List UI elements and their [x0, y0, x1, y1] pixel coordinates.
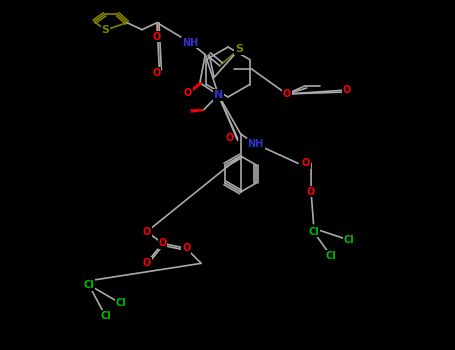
Text: Cl: Cl	[325, 251, 336, 261]
Text: O: O	[158, 238, 167, 248]
Text: O: O	[153, 32, 161, 42]
Text: NH: NH	[248, 139, 264, 149]
Text: Cl: Cl	[308, 227, 319, 237]
Text: Cl: Cl	[344, 235, 354, 245]
Text: N: N	[214, 90, 223, 100]
Text: O: O	[343, 85, 351, 95]
Text: Cl: Cl	[100, 311, 111, 321]
Text: O: O	[307, 187, 315, 197]
Text: O: O	[143, 258, 151, 268]
Text: Cl: Cl	[116, 298, 126, 308]
Text: S: S	[235, 44, 243, 54]
Text: NH: NH	[182, 38, 198, 48]
Text: Cl: Cl	[84, 280, 94, 290]
Text: O: O	[152, 68, 161, 78]
Text: O: O	[225, 133, 234, 143]
Text: O: O	[184, 88, 192, 98]
Text: O: O	[283, 89, 291, 99]
Text: O: O	[182, 243, 190, 253]
Text: O: O	[143, 227, 151, 237]
Text: O: O	[343, 85, 351, 95]
Text: S: S	[101, 25, 110, 35]
Text: O: O	[225, 133, 234, 143]
Text: O: O	[302, 158, 310, 168]
